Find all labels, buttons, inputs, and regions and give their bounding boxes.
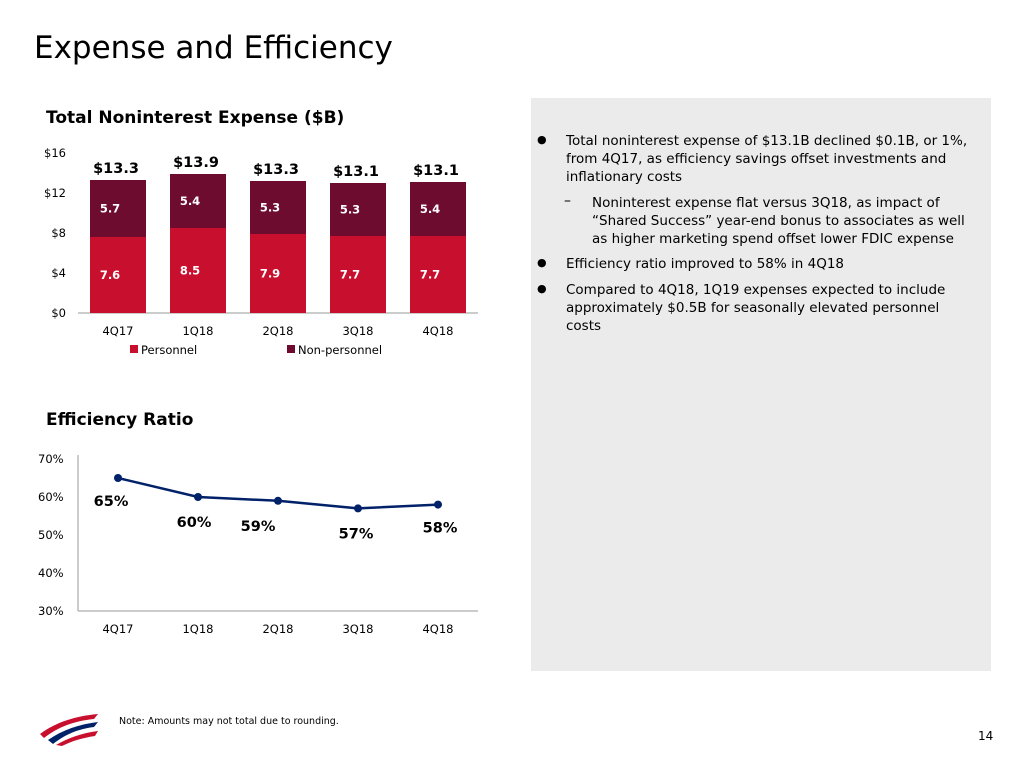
bar-data-label: 7.9: [260, 267, 280, 281]
bar-non-personnel: [330, 183, 386, 236]
line-point: [434, 500, 442, 509]
bar-data-label: 5.4: [180, 194, 200, 208]
bar-non-personnel: [250, 181, 306, 234]
y-tick-label: 30%: [38, 604, 64, 618]
bar-non-personnel: [170, 174, 226, 228]
x-tick-label: 4Q18: [422, 622, 453, 636]
bar-data-label: 7.6: [100, 268, 120, 282]
line-data-label: 58%: [423, 521, 458, 537]
bar-total-label: $13.1: [333, 164, 379, 180]
page-number: 14: [978, 729, 994, 743]
efficiency-line-chart: 30% 40% 50% 60% 70% 65% 4Q17 60% 1Q18 59% 2Q18 57% 3…: [38, 452, 478, 636]
bar-data-label: 5.7: [100, 202, 120, 216]
bar-total-label: $13.3: [93, 161, 139, 177]
y-tick-label: $12: [44, 186, 66, 200]
bar-non-personnel: [90, 180, 146, 237]
bar-personnel: [250, 234, 306, 313]
legend-swatch-personnel: [130, 345, 138, 353]
legend-swatch-non-personnel: [287, 345, 295, 353]
x-tick-label: 4Q17: [102, 324, 133, 338]
bar-data-label: 5.3: [260, 201, 280, 215]
x-tick-label: 2Q18: [262, 324, 293, 338]
expense-chart-title: Total Noninterest Expense ($B): [46, 108, 345, 128]
y-tick-label: $8: [51, 226, 66, 240]
x-tick-label: 1Q18: [182, 622, 213, 636]
bar-data-label: 8.5: [180, 264, 200, 278]
bullet-item: Efficiency ratio improved to 58% in 4Q18: [537, 254, 977, 273]
x-tick-label: 4Q17: [102, 622, 133, 636]
y-tick-label: 60%: [38, 490, 64, 504]
x-tick-label: 3Q18: [342, 622, 373, 636]
bank-flag-logo-icon: [40, 714, 98, 746]
bar-personnel: [410, 236, 466, 313]
line-point: [194, 493, 202, 501]
line-point: [274, 496, 282, 505]
x-tick-label: 3Q18: [342, 324, 373, 338]
y-tick-label: 70%: [38, 452, 64, 466]
y-tick-label: $0: [51, 306, 66, 320]
bullet-item: Total noninterest expense of $13.1B decl…: [537, 131, 977, 186]
sub-bullet-item: Noninterest expense flat versus 3Q18, as…: [537, 192, 977, 248]
legend-label: Personnel: [141, 343, 197, 357]
bar-personnel: [90, 237, 146, 313]
expense-bar-chart: $0 $4 $8 $12 $16 7.6 5.7 $13.3 4Q17 8.5 5.4 $13.9 1Q…: [44, 146, 478, 357]
y-tick-label: $4: [51, 266, 66, 280]
bar-data-label: 5.3: [340, 203, 360, 217]
bar-personnel: [170, 228, 226, 313]
bar-non-personnel: [410, 182, 466, 236]
line-data-label: 59%: [241, 519, 276, 535]
bar-data-label: 5.4: [420, 202, 440, 216]
y-tick-label: $16: [44, 146, 66, 160]
line-point: [354, 504, 362, 513]
slide-title: Expense and Efficiency: [34, 30, 393, 66]
x-tick-label: 1Q18: [182, 324, 213, 338]
line-data-label: 57%: [339, 526, 374, 542]
legend-label: Non-personnel: [298, 343, 382, 357]
bar-total-label: $13.1: [413, 163, 459, 179]
x-tick-label: 2Q18: [262, 622, 293, 636]
line-point: [114, 474, 122, 482]
x-tick-label: 4Q18: [422, 324, 453, 338]
y-tick-label: 50%: [38, 528, 64, 542]
line-data-label: 60%: [177, 515, 212, 531]
line-data-label: 65%: [94, 494, 129, 510]
commentary-bullets: Total noninterest expense of $13.1B decl…: [537, 131, 977, 343]
footnote: Note: Amounts may not total due to round…: [119, 716, 339, 727]
bar-total-label: $13.9: [173, 155, 219, 171]
bar-total-label: $13.3: [253, 162, 299, 178]
bar-data-label: 7.7: [420, 268, 440, 282]
bar-personnel: [330, 236, 386, 313]
y-tick-label: 40%: [38, 566, 64, 580]
bullet-item: Compared to 4Q18, 1Q19 expenses expected…: [537, 280, 977, 335]
efficiency-chart-title: Efficiency Ratio: [46, 410, 194, 430]
bar-data-label: 7.7: [340, 268, 360, 282]
